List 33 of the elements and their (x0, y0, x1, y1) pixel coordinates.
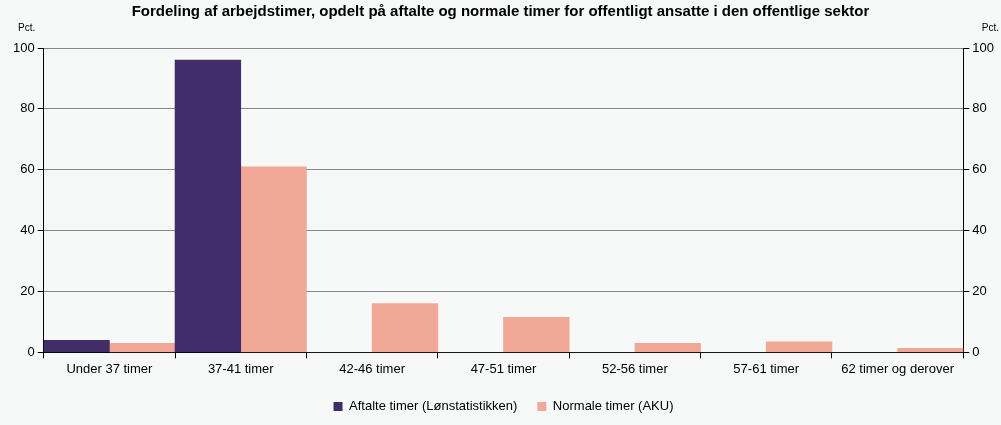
bar (371, 303, 439, 353)
y2-tick-label: 100 (972, 39, 995, 55)
x-tick-label: 62 timer og derover (841, 360, 955, 376)
y2-tick-label: 0 (972, 343, 980, 359)
y-tick-label: 80 (20, 100, 35, 116)
bar (174, 59, 242, 353)
y-tick-label: 20 (20, 283, 35, 299)
y-tick-label: 100 (12, 39, 35, 55)
y-tick-label: 0 (27, 343, 35, 359)
bar (109, 342, 176, 353)
bar (634, 342, 701, 353)
y2-tick-label: 60 (972, 161, 987, 177)
y2-tick-label: 20 (972, 283, 987, 299)
bar (240, 166, 307, 353)
x-tick-label: 42-46 timer (339, 360, 406, 376)
y2-tick-label: 40 (972, 222, 987, 238)
y-axis-title: Pct. (18, 22, 36, 33)
y-tick-label: 60 (20, 161, 35, 177)
x-tick-label: Under 37 timer (66, 360, 154, 376)
x-tick-label: 57-61 timer (733, 360, 800, 376)
bar (43, 339, 110, 353)
bar (897, 348, 964, 353)
chart-title: Fordeling af arbejdstimer, opdelt på aftalte og normale timer for offentligt ansatte i den offentlige sektor (130, 2, 871, 19)
x-tick-label: 52-56 timer (602, 360, 669, 376)
bar (765, 341, 833, 353)
bar (503, 317, 570, 353)
y2-tick-label: 80 (972, 100, 987, 116)
legend-label: Aftalte timer (Lønstatistikken) (349, 398, 518, 414)
x-tick-label: 47-51 timer (470, 360, 538, 376)
legend-label: Normale timer (AKU) (552, 398, 674, 414)
y2-axis-title: Pct. (981, 22, 999, 33)
y-tick-label: 40 (20, 222, 35, 238)
x-tick-label: 37-41 timer (207, 360, 275, 376)
